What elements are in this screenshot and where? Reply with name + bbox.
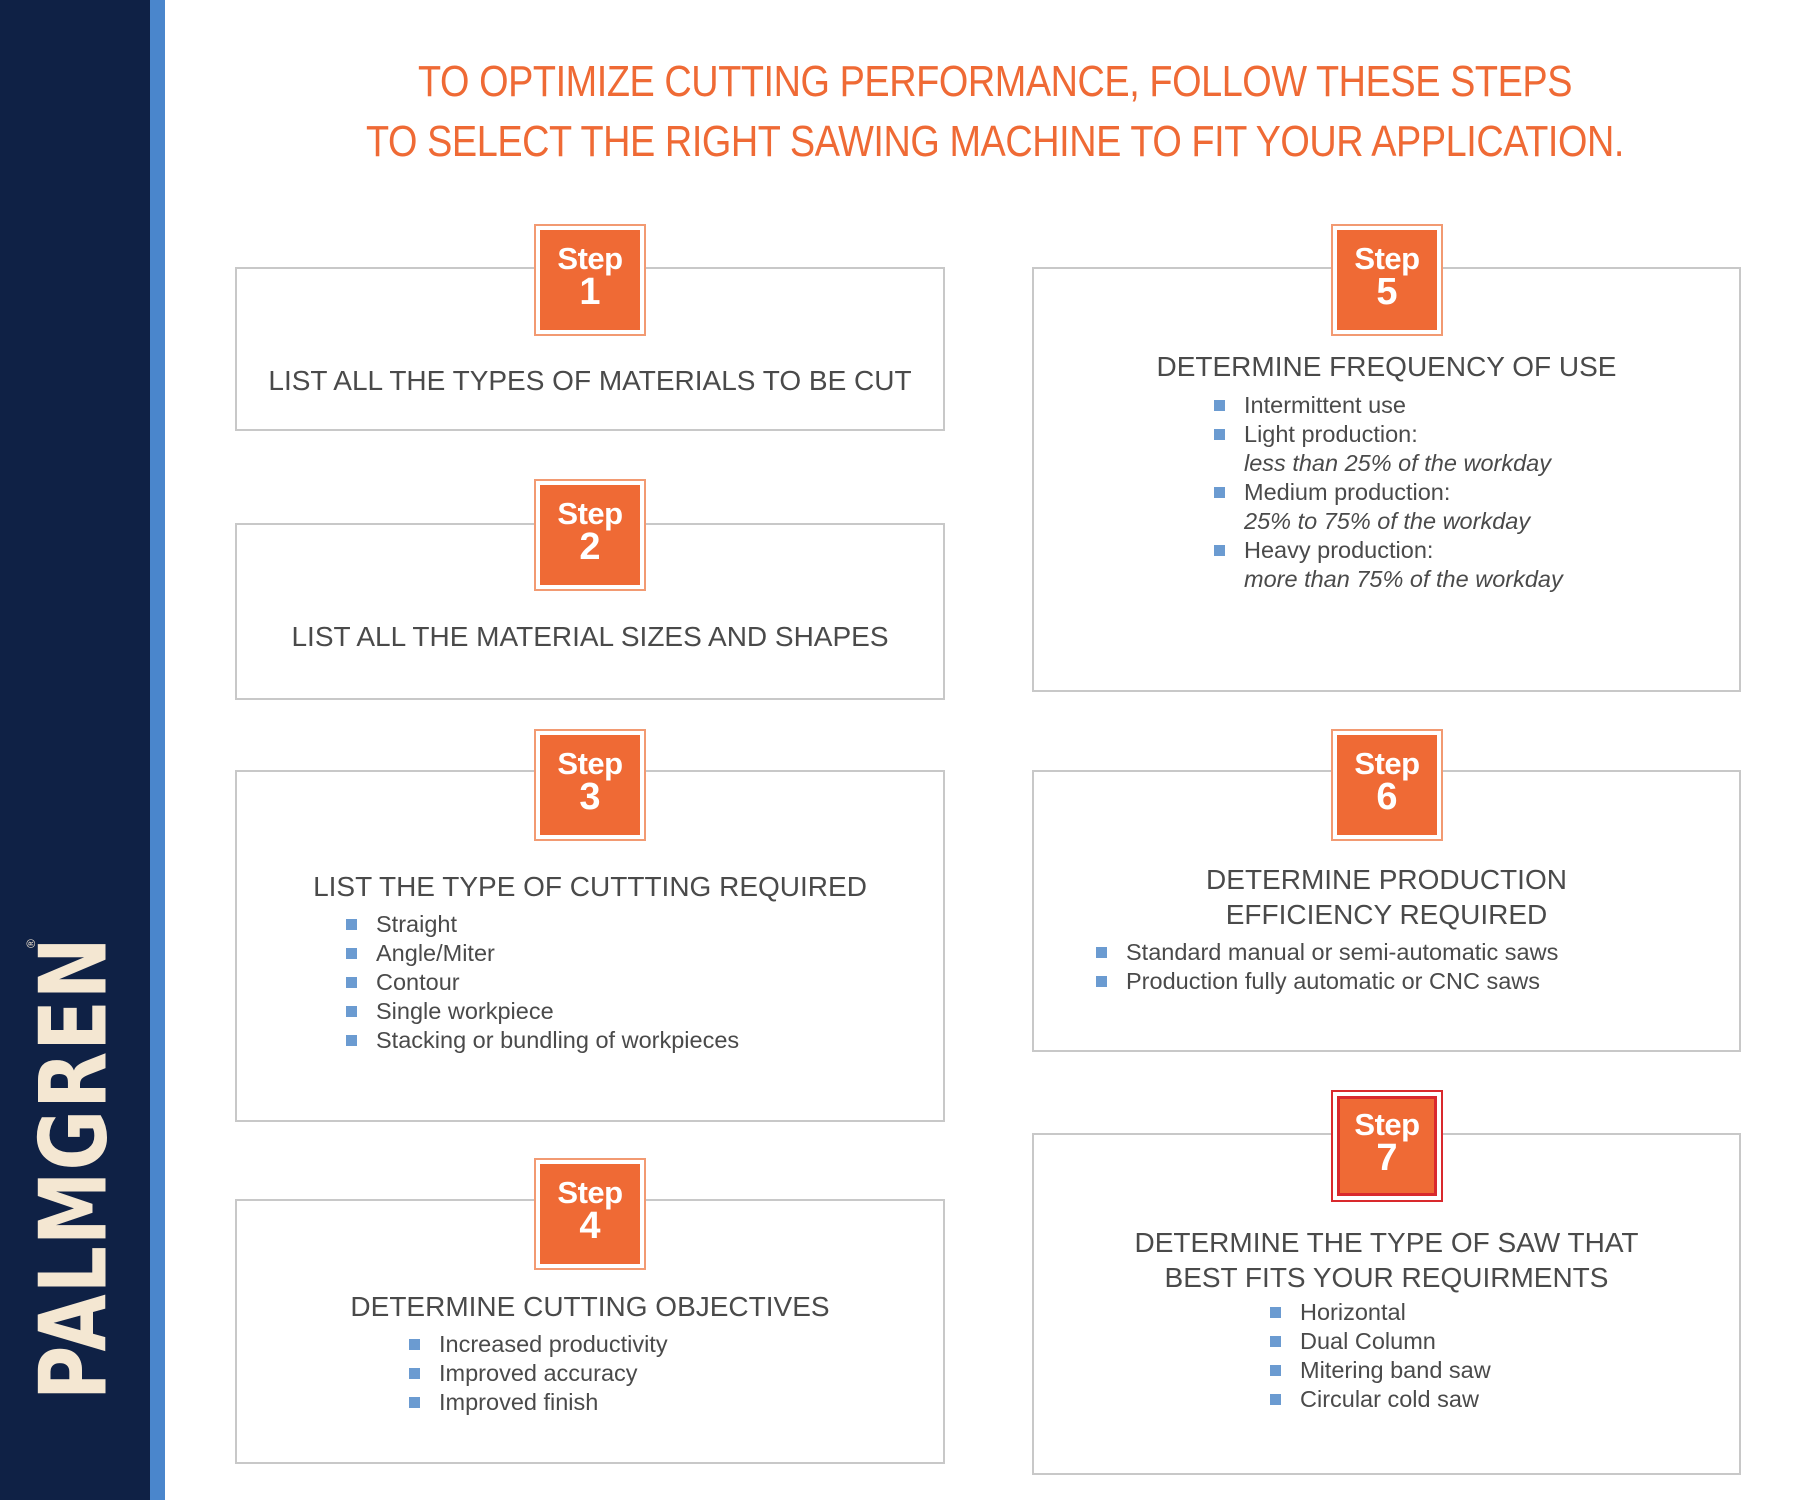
brand-sidebar: PALMGREN ® <box>0 0 150 1500</box>
list-item: Medium production: 25% to 75% of the work… <box>1214 478 1563 536</box>
list-item: Improved finish <box>409 1388 668 1417</box>
step-6-number: 6 <box>1376 776 1398 818</box>
step-5-badge: Step 5 <box>1331 224 1443 336</box>
step-1-title: LIST ALL THE TYPES OF MATERIALS TO BE CU… <box>268 365 912 396</box>
step-2-label: Step <box>557 496 623 531</box>
list-item: Circular cold saw <box>1270 1385 1491 1414</box>
step-3-number: 3 <box>579 776 601 818</box>
list-item: Single workpiece <box>346 997 739 1026</box>
step-4-number: 4 <box>579 1205 601 1247</box>
registered-mark: ® <box>24 939 38 948</box>
step-5-label: Step <box>1354 241 1420 276</box>
step-7-title: DETERMINE THE TYPE OF SAW THAT BEST FITS… <box>1034 1225 1739 1295</box>
step-7-label: Step <box>1354 1107 1420 1142</box>
step-7-number: 7 <box>1376 1137 1398 1179</box>
list-item: Production fully automatic or CNC saws <box>1096 967 1558 996</box>
step-4-label: Step <box>557 1175 623 1210</box>
step-5-number: 5 <box>1376 271 1398 313</box>
step-1-number: 1 <box>579 271 601 313</box>
bullet-text: Light production: <box>1244 421 1418 447</box>
step-3-bullet-list: Straight Angle/Miter Contour Single work… <box>346 910 739 1055</box>
bullet-text: Medium production: <box>1244 479 1451 505</box>
headline-line-1: TO OPTIMIZE CUTTING PERFORMANCE, FOLLOW … <box>417 57 1573 106</box>
list-item: Heavy production: more than 75% of the wo… <box>1214 536 1563 594</box>
logo-text: PALMGREN <box>20 936 128 1400</box>
step-2-number: 2 <box>579 526 601 568</box>
step-4-title: DETERMINE CUTTING OBJECTIVES <box>350 1291 830 1322</box>
step-5-card: DETERMINE FREQUENCY OF USE Intermittent … <box>1032 267 1741 692</box>
list-item: Stacking or bundling of workpieces <box>346 1026 739 1055</box>
step-6-badge: Step 6 <box>1331 729 1443 841</box>
step-7-title-line-1: DETERMINE THE TYPE OF SAW THAT <box>1134 1227 1639 1258</box>
list-item: Contour <box>346 968 739 997</box>
step-6-title: DETERMINE PRODUCTION EFFICIENCY REQUIRED <box>1034 862 1739 932</box>
bullet-subtext: more than 75% of the workday <box>1244 566 1563 592</box>
step-5-bullet-list: Intermittent use Light production: less t… <box>1214 391 1563 594</box>
step-6-bullet-list: Standard manual or semi-automatic saws P… <box>1096 938 1558 996</box>
step-7-bullet-list: Horizontal Dual Column Mitering band saw… <box>1270 1298 1491 1414</box>
list-item: Horizontal <box>1270 1298 1491 1327</box>
palmgren-logo: PALMGREN ® <box>20 936 128 1400</box>
list-item: Mitering band saw <box>1270 1356 1491 1385</box>
bullet-subtext: less than 25% of the workday <box>1244 450 1551 476</box>
step-3-card: LIST THE TYPE OF CUTTTING REQUIRED Strai… <box>235 770 945 1122</box>
bullet-text: Heavy production: <box>1244 537 1434 563</box>
list-item: Intermittent use <box>1214 391 1563 420</box>
step-7-title-line-2: BEST FITS YOUR REQUIRMENTS <box>1164 1262 1609 1293</box>
bullet-subtext: 25% to 75% of the workday <box>1244 508 1531 534</box>
step-1-badge: Step 1 <box>534 224 646 336</box>
step-6-title-line-2: EFFICIENCY REQUIRED <box>1225 899 1548 930</box>
step-2-badge: Step 2 <box>534 479 646 591</box>
step-6-label: Step <box>1354 746 1420 781</box>
list-item: Improved accuracy <box>409 1359 668 1388</box>
list-item: Increased productivity <box>409 1330 668 1359</box>
step-1-label: Step <box>557 241 623 276</box>
step-7-badge: Step 7 <box>1331 1090 1443 1202</box>
page-headline: TO OPTIMIZE CUTTING PERFORMANCE, FOLLOW … <box>235 52 1755 172</box>
step-3-badge: Step 3 <box>534 729 646 841</box>
list-item: Angle/Miter <box>346 939 739 968</box>
headline-line-2: TO SELECT THE RIGHT SAWING MACHINE TO FI… <box>366 117 1624 166</box>
list-item: Standard manual or semi-automatic saws <box>1096 938 1558 967</box>
step-4-bullet-list: Increased productivity Improved accuracy… <box>409 1330 668 1417</box>
step-3-title: LIST THE TYPE OF CUTTTING REQUIRED <box>313 871 867 902</box>
step-5-title: DETERMINE FREQUENCY OF USE <box>1156 351 1617 382</box>
step-2-title: LIST ALL THE MATERIAL SIZES AND SHAPES <box>291 621 889 652</box>
bullet-text: Intermittent use <box>1244 392 1406 418</box>
sidebar-accent-stripe <box>150 0 165 1500</box>
step-3-label: Step <box>557 746 623 781</box>
step-4-badge: Step 4 <box>534 1158 646 1270</box>
list-item: Light production: less than 25% of the wo… <box>1214 420 1563 478</box>
step-6-title-line-1: DETERMINE PRODUCTION <box>1206 864 1567 895</box>
list-item: Straight <box>346 910 739 939</box>
list-item: Dual Column <box>1270 1327 1491 1356</box>
